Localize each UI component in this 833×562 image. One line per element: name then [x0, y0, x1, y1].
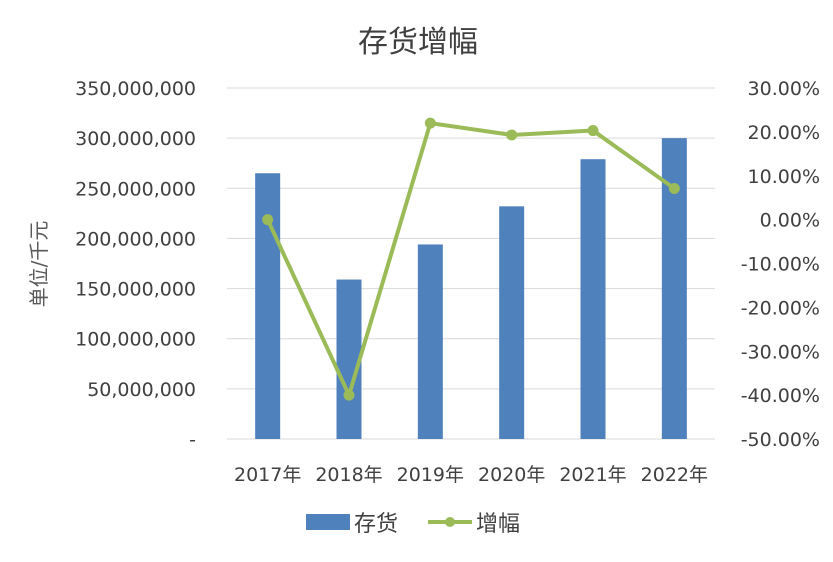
legend-line-marker: [445, 517, 455, 527]
bar: [580, 159, 606, 439]
y-tick-label: 250,000,000: [75, 178, 196, 200]
y2-axis-ticks: -50.00% -40.00% -30.00% -20.00% -10.00% 0.00%…: [741, 78, 820, 451]
y-tick-label: 50,000,000: [87, 379, 196, 401]
y-tick-label: 200,000,000: [75, 228, 196, 250]
y-tick-label: 350,000,000: [75, 78, 196, 100]
y-tick-label: 100,000,000: [75, 329, 196, 351]
y2-tick-label: 20.00%: [748, 122, 820, 144]
line-point: [343, 389, 355, 401]
line-series: [262, 117, 680, 401]
y2-tick-label: -50.00%: [741, 429, 820, 451]
legend: 存货 增幅: [306, 512, 520, 537]
chart-title: 存货增幅: [358, 25, 478, 60]
bar-series: [255, 138, 687, 439]
y2-tick-label: 30.00%: [748, 78, 820, 100]
x-tick-label: 2021年: [559, 464, 626, 486]
legend-bar-swatch: [306, 514, 350, 530]
gridlines: [227, 87, 715, 440]
bar: [499, 206, 525, 439]
x-tick-label: 2018年: [315, 464, 382, 486]
legend-line-label: 增幅: [476, 512, 520, 537]
y2-tick-label: 0.00%: [760, 210, 820, 232]
legend-bar-label: 存货: [354, 512, 398, 537]
y-tick-label: 150,000,000: [75, 279, 196, 301]
y-axis-label: 单位/千元: [27, 221, 51, 308]
line-point: [506, 129, 518, 141]
line-point: [668, 182, 680, 194]
y2-tick-label: 10.00%: [748, 166, 820, 188]
line-point: [424, 117, 436, 129]
bar: [255, 173, 281, 439]
x-tick-label: 2020年: [478, 464, 545, 486]
line-point: [262, 214, 274, 226]
y2-tick-label: -30.00%: [741, 341, 820, 363]
y2-tick-label: -40.00%: [741, 385, 820, 407]
y-tick-label: 300,000,000: [75, 128, 196, 150]
bar: [336, 279, 362, 439]
bar: [417, 244, 443, 439]
y-axis-ticks: - 50,000,000 100,000,000 150,000,000 200,000…: [75, 78, 196, 451]
x-axis-ticks: 2017年 2018年 2019年 2020年 2021年 2022年: [234, 464, 708, 486]
line-point: [587, 125, 599, 137]
y2-tick-label: -10.00%: [741, 254, 820, 276]
x-tick-label: 2017年: [234, 464, 301, 486]
x-tick-label: 2019年: [397, 464, 464, 486]
x-tick-label: 2022年: [641, 464, 708, 486]
y-tick-label: -: [189, 429, 196, 451]
line-path: [265, 121, 676, 398]
y2-tick-label: -20.00%: [741, 297, 820, 319]
